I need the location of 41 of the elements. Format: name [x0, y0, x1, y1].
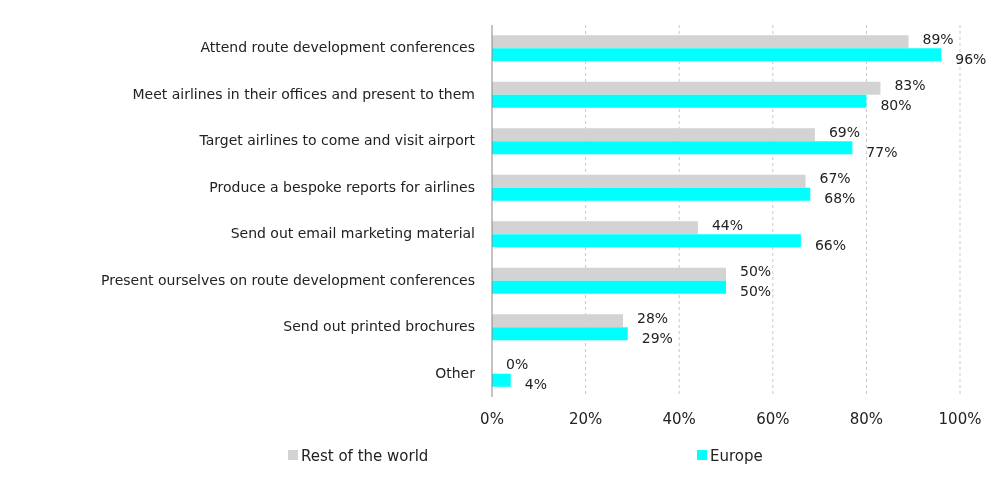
bar	[492, 174, 806, 188]
x-tick-label: 40%	[662, 410, 696, 428]
x-tick-label: 60%	[756, 410, 790, 428]
data-label: 96%	[955, 50, 987, 67]
y-tick-label: Attend route development conferences	[200, 39, 475, 56]
y-tick-label: Meet airlines in their offices and present to them	[132, 85, 475, 102]
bar	[492, 48, 942, 62]
bar	[492, 94, 867, 108]
y-tick-label: Present ourselves on route development conferences	[101, 271, 475, 288]
y-tick-label: Other	[435, 364, 476, 381]
data-label: 44%	[711, 216, 744, 233]
data-label: 77%	[866, 143, 898, 160]
bar	[492, 141, 853, 155]
data-label: 29%	[641, 329, 673, 346]
x-tick-label: 20%	[568, 410, 603, 428]
y-tick-label: Send out printed brochures	[283, 318, 475, 335]
data-label: 67%	[819, 170, 851, 187]
bar	[492, 327, 628, 341]
data-label: 28%	[637, 309, 669, 326]
bar	[492, 373, 511, 387]
data-label: 50%	[740, 263, 772, 280]
data-label: 0%	[506, 356, 529, 373]
data-label: 80%	[880, 97, 912, 114]
legend-label: Europe	[710, 446, 763, 465]
bar	[492, 280, 726, 294]
bar	[492, 187, 811, 201]
data-label: 83%	[894, 77, 926, 94]
data-label: 69%	[828, 123, 861, 140]
y-tick-label: Produce a bespoke reports for airlines	[209, 178, 475, 195]
data-label: 66%	[814, 236, 847, 253]
data-label: 4%	[524, 376, 547, 393]
x-tick-label: 0%	[480, 410, 504, 428]
y-tick-label: Target airlines to come and visit airport	[198, 132, 476, 149]
y-tick-label: Send out email marketing material	[230, 225, 475, 242]
data-label: 68%	[824, 190, 856, 207]
x-tick-label: 100%	[938, 410, 982, 428]
x-tick-label: 80%	[849, 410, 884, 428]
legend-label: Rest of the world	[301, 446, 429, 465]
bar	[492, 234, 801, 248]
data-label: 50%	[740, 283, 772, 300]
data-label: 89%	[922, 30, 954, 47]
